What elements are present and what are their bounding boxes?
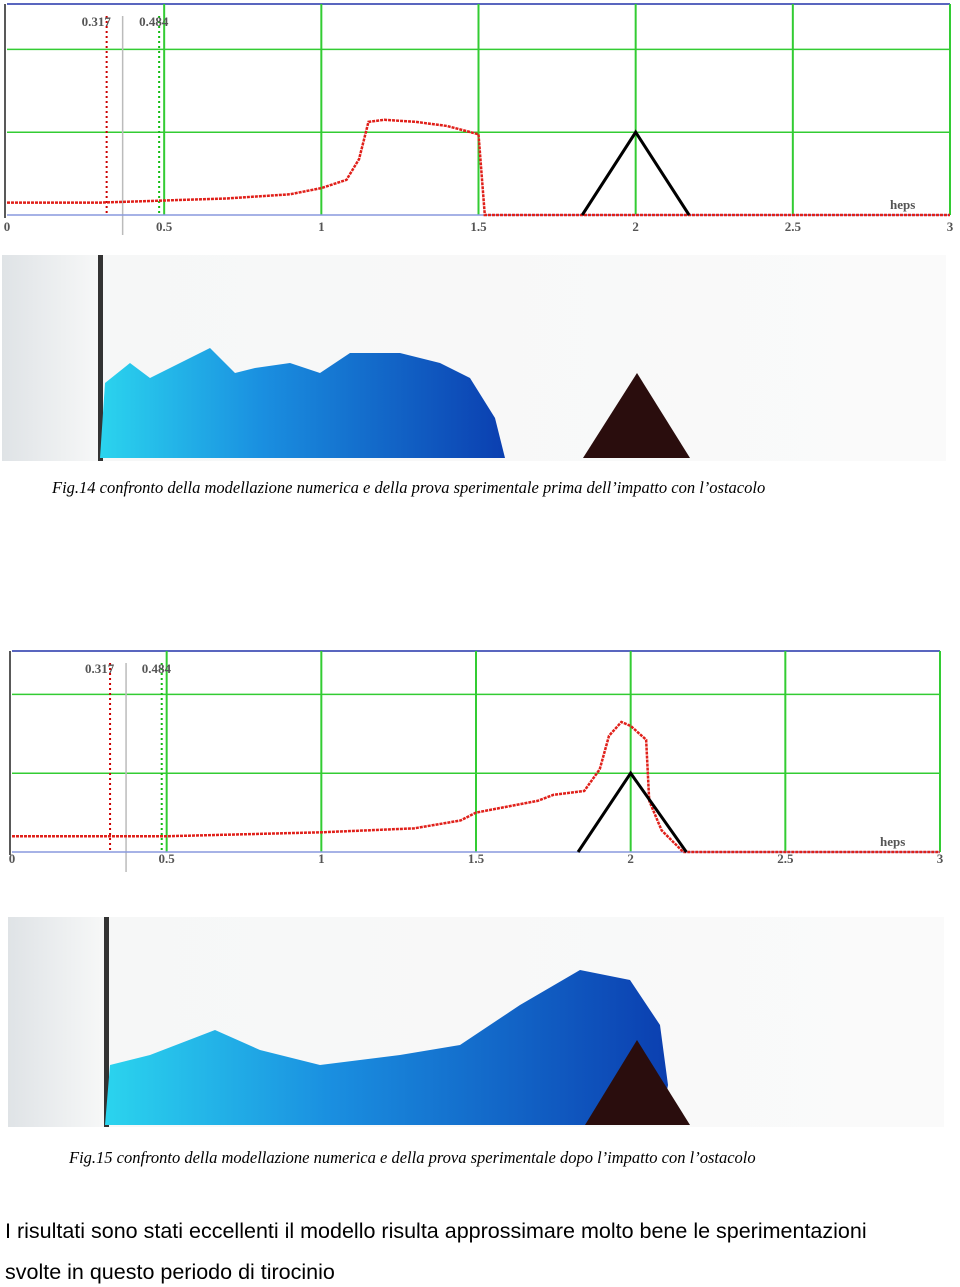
- x-tick-label: 3: [947, 219, 954, 234]
- gate: [104, 917, 109, 1127]
- x-tick-label: 1: [318, 851, 325, 866]
- obstacle: [583, 373, 690, 458]
- x-tick-label: 0.5: [156, 219, 173, 234]
- caption: Fig.15 confronto della modellazione nume…: [69, 1148, 756, 1167]
- chart: 0 0.5 1 1.5 2 2.5 3 0.317 0.484 heps: [9, 650, 944, 872]
- caption: Fig.14 confronto della modellazione nume…: [52, 478, 766, 497]
- photo: [8, 917, 944, 1127]
- x-tick-label: 1: [318, 219, 325, 234]
- series-line: [576, 770, 688, 853]
- x-axis-label: heps: [890, 197, 915, 212]
- series-line: [580, 129, 691, 216]
- x-tick-label: 0: [9, 851, 16, 866]
- x-axis-label: heps: [880, 834, 905, 849]
- body-text: svolte in questo periodo di tirocinio: [5, 1260, 335, 1284]
- body-text: I risultati sono stati eccellenti il mod…: [5, 1219, 867, 1243]
- x-tick-label: 2: [627, 851, 634, 866]
- series-line: [7, 118, 950, 217]
- water: [100, 348, 505, 458]
- marker-label: 0.317: [85, 661, 115, 676]
- water: [105, 970, 668, 1125]
- chart: 0 0.5 1 1.5 2 2.5 3 0.317 0.484 heps: [4, 3, 954, 235]
- marker-label: 0.484: [139, 14, 169, 29]
- obstacle: [585, 1040, 690, 1125]
- gate: [98, 255, 103, 461]
- x-tick-label: 0.5: [159, 851, 176, 866]
- x-tick-label: 2: [632, 219, 639, 234]
- marker-label: 0.484: [142, 661, 172, 676]
- x-tick-label: 2.5: [785, 219, 802, 234]
- x-tick-label: 2.5: [777, 851, 794, 866]
- x-tick-label: 1.5: [470, 219, 487, 234]
- marker-label: 0.317: [82, 14, 112, 29]
- x-tick-label: 3: [937, 851, 944, 866]
- series-line: [12, 720, 940, 854]
- x-tick-label: 0: [4, 219, 11, 234]
- x-tick-label: 1.5: [468, 851, 485, 866]
- photo: [2, 255, 946, 461]
